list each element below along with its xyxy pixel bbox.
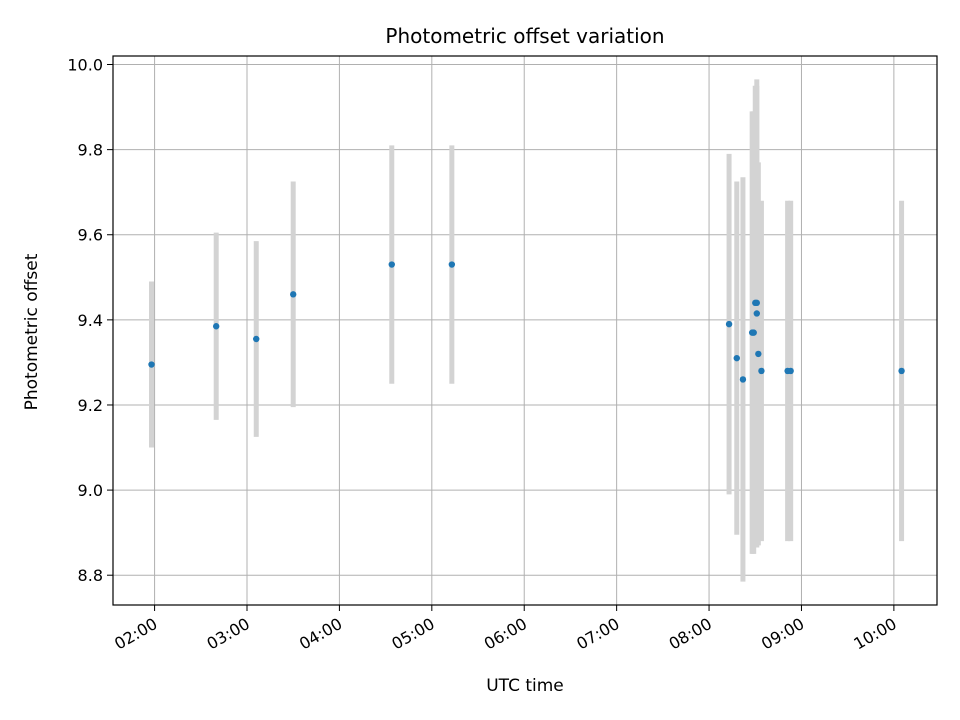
data-point [725,320,733,328]
grid [113,56,937,605]
plot-frame [112,55,938,606]
data-point [750,329,757,336]
y-tick-label: 9.8 [78,141,103,160]
data-point [739,376,747,383]
y-tick-label: 9.0 [78,481,103,500]
y-axis-ticks: 8.8 9.0 9.2 9.4 9.6 9.8 10.0 [67,56,113,585]
y-axis-label: Photometric offset [22,253,42,410]
y-tick-label: 9.4 [78,311,103,330]
data-point [148,361,155,368]
data-point [755,350,762,358]
data-point [733,354,740,362]
data-point [212,323,220,330]
data-point [753,310,760,317]
data-point [787,367,794,375]
y-tick-label: 9.2 [78,396,103,415]
data-point [388,261,395,268]
x-axis-label: UTC time [486,676,564,696]
data-point [448,261,456,268]
data-points [148,261,905,383]
data-point [290,291,297,298]
y-tick-label: 10.0 [67,56,103,75]
data-point [758,367,765,375]
data-point [898,367,905,375]
y-tick-label: 9.6 [78,226,103,245]
data-point [753,299,760,307]
y-tick-label: 8.8 [78,566,103,585]
chart-title: Photometric offset variation [385,24,664,48]
data-point [253,335,260,343]
